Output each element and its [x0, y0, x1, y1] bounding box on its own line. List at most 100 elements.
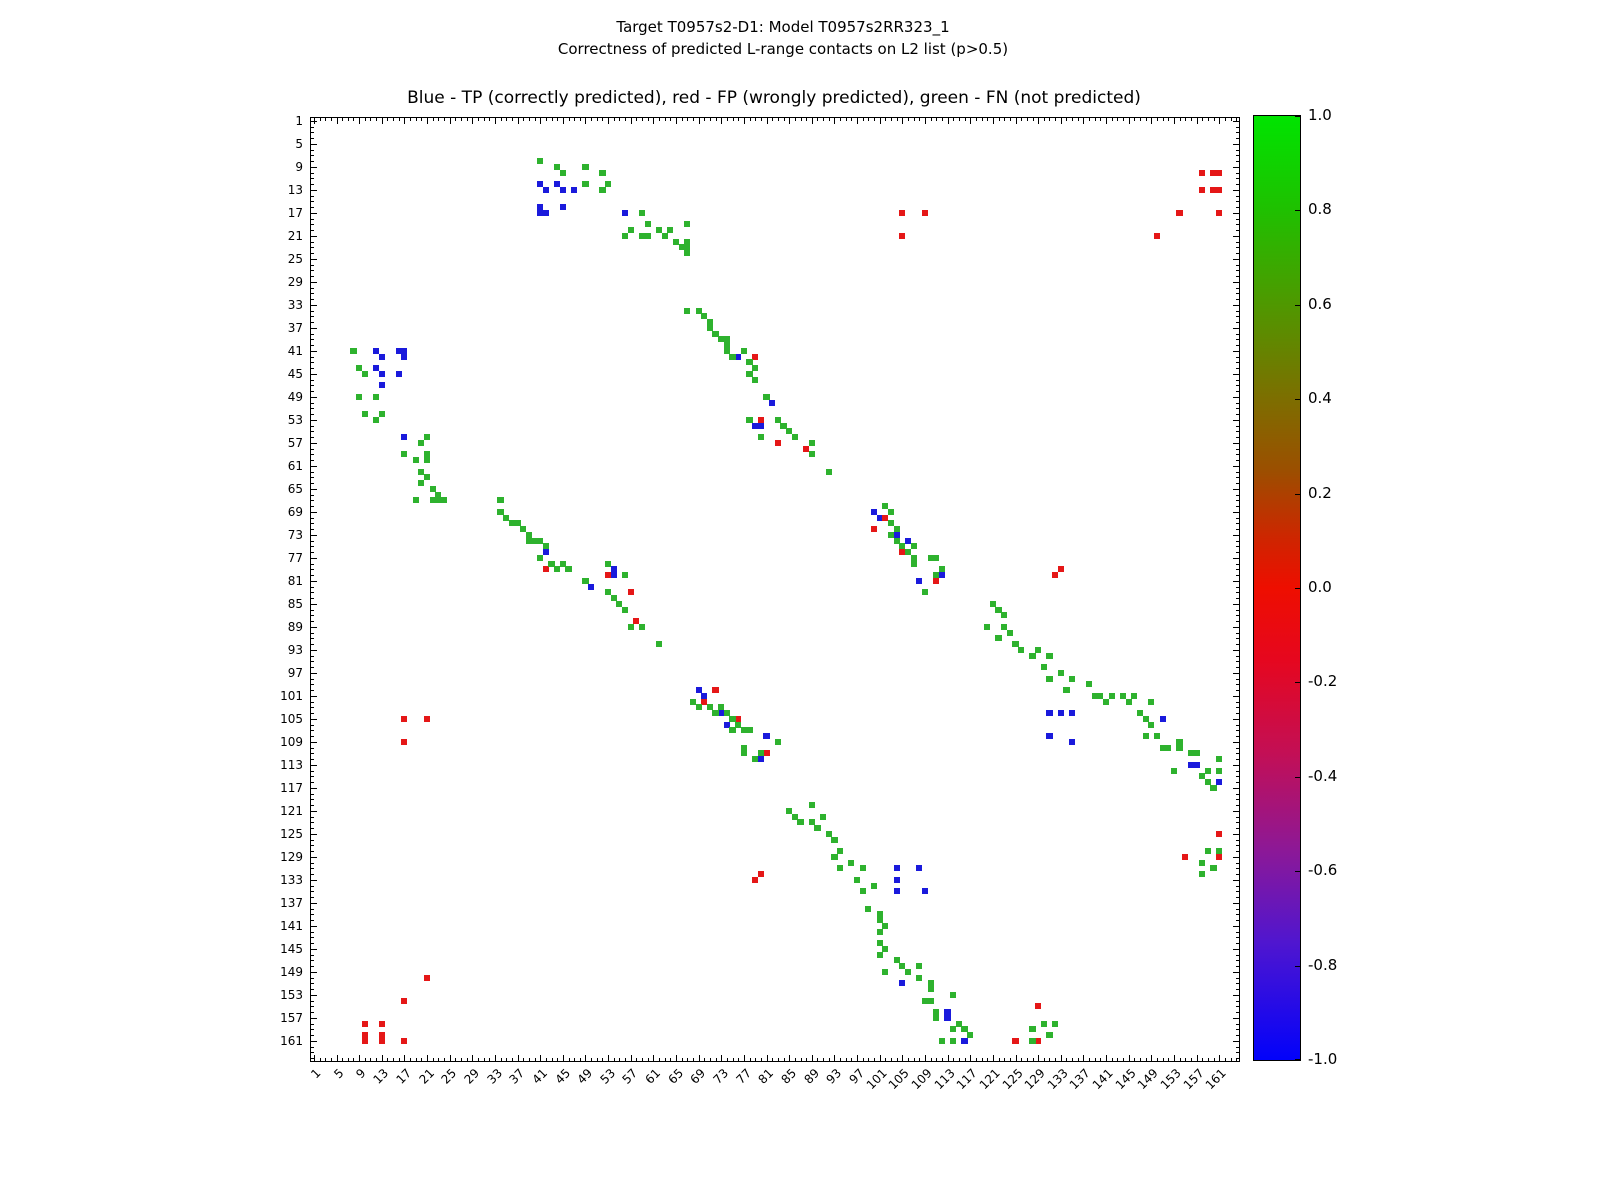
y-tick-label-text: 85: [287, 596, 303, 611]
contact-cell-fn: [418, 480, 425, 487]
y-major-tick: [311, 419, 317, 421]
x-minor-tick: [1009, 1058, 1011, 1061]
y-minor-tick: [1236, 316, 1239, 318]
contact-cell-fn: [667, 227, 674, 234]
colorbar-tick: [1295, 871, 1300, 873]
x-major-tick: [1083, 118, 1085, 124]
x-minor-tick: [806, 118, 808, 121]
x-minor-tick: [794, 1058, 796, 1061]
y-minor-tick: [1236, 701, 1239, 703]
contact-cell-fn: [429, 497, 436, 504]
y-minor-tick: [1236, 920, 1239, 922]
colorbar-tick-label: -0.8: [1308, 955, 1338, 974]
x-minor-tick: [936, 1058, 938, 1061]
x-minor-tick: [1202, 118, 1204, 121]
y-major-tick: [1233, 603, 1239, 605]
x-minor-tick: [523, 1058, 525, 1061]
x-minor-tick: [981, 1058, 983, 1061]
x-minor-tick: [602, 1058, 604, 1061]
x-minor-tick: [817, 1058, 819, 1061]
x-major-tick: [834, 118, 836, 124]
y-minor-tick: [1236, 454, 1239, 456]
y-minor-tick: [1236, 431, 1239, 433]
y-minor-tick: [1236, 1012, 1239, 1014]
contact-cell-tp: [559, 204, 566, 211]
y-minor-tick: [311, 379, 314, 381]
x-minor-tick: [591, 118, 593, 121]
x-major-tick: [698, 1055, 700, 1061]
contact-cell-fn: [423, 434, 431, 441]
y-major-tick: [311, 327, 317, 329]
y-minor-tick: [311, 874, 314, 876]
contact-cell-fp: [870, 526, 878, 533]
y-minor-tick: [311, 1023, 314, 1025]
contact-cell-fn: [904, 968, 912, 975]
y-minor-tick: [1236, 667, 1239, 669]
x-minor-tick: [783, 1058, 785, 1061]
contact-cell-fp: [423, 715, 431, 722]
x-minor-tick: [1043, 1058, 1045, 1061]
y-major-tick: [311, 189, 317, 191]
x-major-tick: [359, 118, 361, 124]
y-major-tick: [1233, 212, 1239, 214]
y-tick-label-text: 5: [295, 136, 303, 151]
x-minor-tick: [913, 118, 915, 121]
x-major-tick: [766, 1055, 768, 1061]
contact-cell-fn: [961, 1026, 968, 1033]
x-minor-tick: [659, 118, 660, 121]
contact-cell-fn: [1216, 756, 1223, 763]
x-minor-tick: [444, 118, 445, 121]
x-minor-tick: [1094, 1058, 1096, 1061]
x-minor-tick: [342, 118, 344, 121]
y-tick-label-text: 13: [287, 182, 303, 197]
x-minor-tick: [693, 118, 694, 121]
x-minor-tick: [709, 1058, 711, 1061]
contact-cell-tp: [621, 209, 629, 216]
y-minor-tick: [1236, 661, 1239, 663]
x-minor-tick: [1224, 118, 1226, 121]
y-major-tick: [311, 994, 317, 996]
x-tick-label-text: 13: [370, 1066, 392, 1087]
y-minor-tick: [1236, 230, 1239, 232]
y-major-tick: [1233, 649, 1239, 651]
colorbar-tick-label: -0.6: [1308, 861, 1338, 880]
x-minor-tick: [647, 1058, 649, 1061]
x-major-tick: [494, 118, 496, 124]
x-minor-tick: [421, 1058, 423, 1061]
y-minor-tick: [311, 540, 314, 542]
x-minor-tick: [981, 118, 983, 121]
contact-cell-fp: [1035, 1037, 1042, 1044]
x-minor-tick: [1077, 118, 1079, 121]
y-minor-tick: [311, 632, 314, 634]
x-major-tick: [381, 118, 383, 124]
contact-cell-fn: [672, 238, 680, 245]
contact-cell-fn: [514, 520, 521, 527]
y-minor-tick: [1236, 270, 1239, 272]
y-minor-tick: [311, 339, 314, 341]
contact-cell-fn: [1029, 1026, 1036, 1033]
contact-cell-fn: [531, 537, 538, 544]
contact-cell-fn: [559, 169, 566, 176]
y-minor-tick: [311, 621, 314, 623]
x-minor-tick: [489, 118, 491, 121]
y-minor-tick: [1236, 333, 1239, 335]
x-minor-tick: [794, 118, 796, 121]
x-minor-tick: [636, 118, 638, 121]
contact-cell-tp: [904, 537, 912, 544]
contact-cell-fn: [537, 158, 544, 165]
x-tick-label-text: 33: [484, 1066, 505, 1087]
y-major-tick: [311, 833, 317, 835]
x-minor-tick: [715, 118, 717, 121]
contact-cell-fp: [401, 1037, 408, 1044]
y-minor-tick: [1236, 540, 1239, 542]
colorbar-tick: [1295, 682, 1300, 684]
contact-cell-fn: [418, 439, 425, 446]
y-minor-tick: [311, 575, 314, 577]
contact-cell-fp: [1153, 232, 1161, 239]
x-major-tick: [1060, 118, 1062, 124]
x-major-tick: [472, 1055, 474, 1061]
y-major-tick: [1233, 626, 1239, 628]
contact-cell-fp: [633, 618, 640, 625]
y-minor-tick: [1236, 816, 1239, 818]
x-minor-tick: [840, 118, 842, 121]
